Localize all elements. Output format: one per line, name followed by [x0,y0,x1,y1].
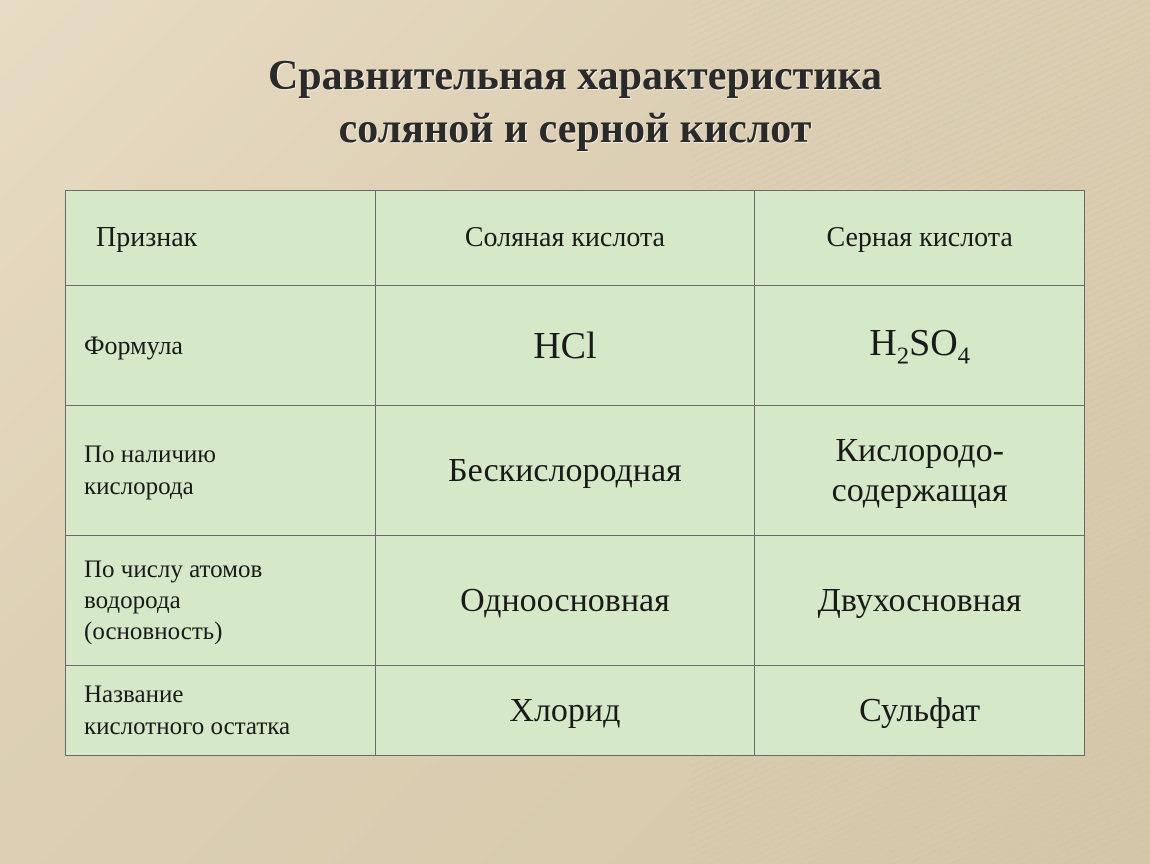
cell-h2so4-residue: Сульфат [755,666,1085,756]
slide: Сравнительная характеристика соляной и с… [0,0,1150,864]
row-label-oxygen: По наличиюкислорода [66,406,376,536]
header-hcl: Соляная кислота [375,191,755,286]
table-row-basicity: По числу атомовводорода(основность) Одно… [66,536,1085,666]
slide-title: Сравнительная характеристика соляной и с… [0,50,1150,155]
table-row-oxygen: По наличиюкислорода Бескислородная Кисло… [66,406,1085,536]
cell-h2so4-oxygen: Кислородо-содержащая [755,406,1085,536]
row-label-formula: Формула [66,286,376,406]
table-header-row: Признак Соляная кислота Серная кислота [66,191,1085,286]
cell-h2so4-formula: H2SO4 [755,286,1085,406]
cell-hcl-formula: HCl [375,286,755,406]
header-h2so4: Серная кислота [755,191,1085,286]
cell-hcl-basicity: Одноосновная [375,536,755,666]
row-label-residue: Названиекислотного остатка [66,666,376,756]
row-label-basicity: По числу атомовводорода(основность) [66,536,376,666]
table-row-formula: Формула HCl H2SO4 [66,286,1085,406]
title-line-2: соляной и серной кислот [339,106,812,152]
comparison-table: Признак Соляная кислота Серная кислота Ф… [65,190,1085,756]
title-line-1: Сравнительная характеристика [268,53,882,99]
cell-h2so4-basicity: Двухосновная [755,536,1085,666]
cell-hcl-residue: Хлорид [375,666,755,756]
cell-hcl-oxygen: Бескислородная [375,406,755,536]
table-row-residue: Названиекислотного остатка Хлорид Сульфа… [66,666,1085,756]
header-attribute: Признак [66,191,376,286]
